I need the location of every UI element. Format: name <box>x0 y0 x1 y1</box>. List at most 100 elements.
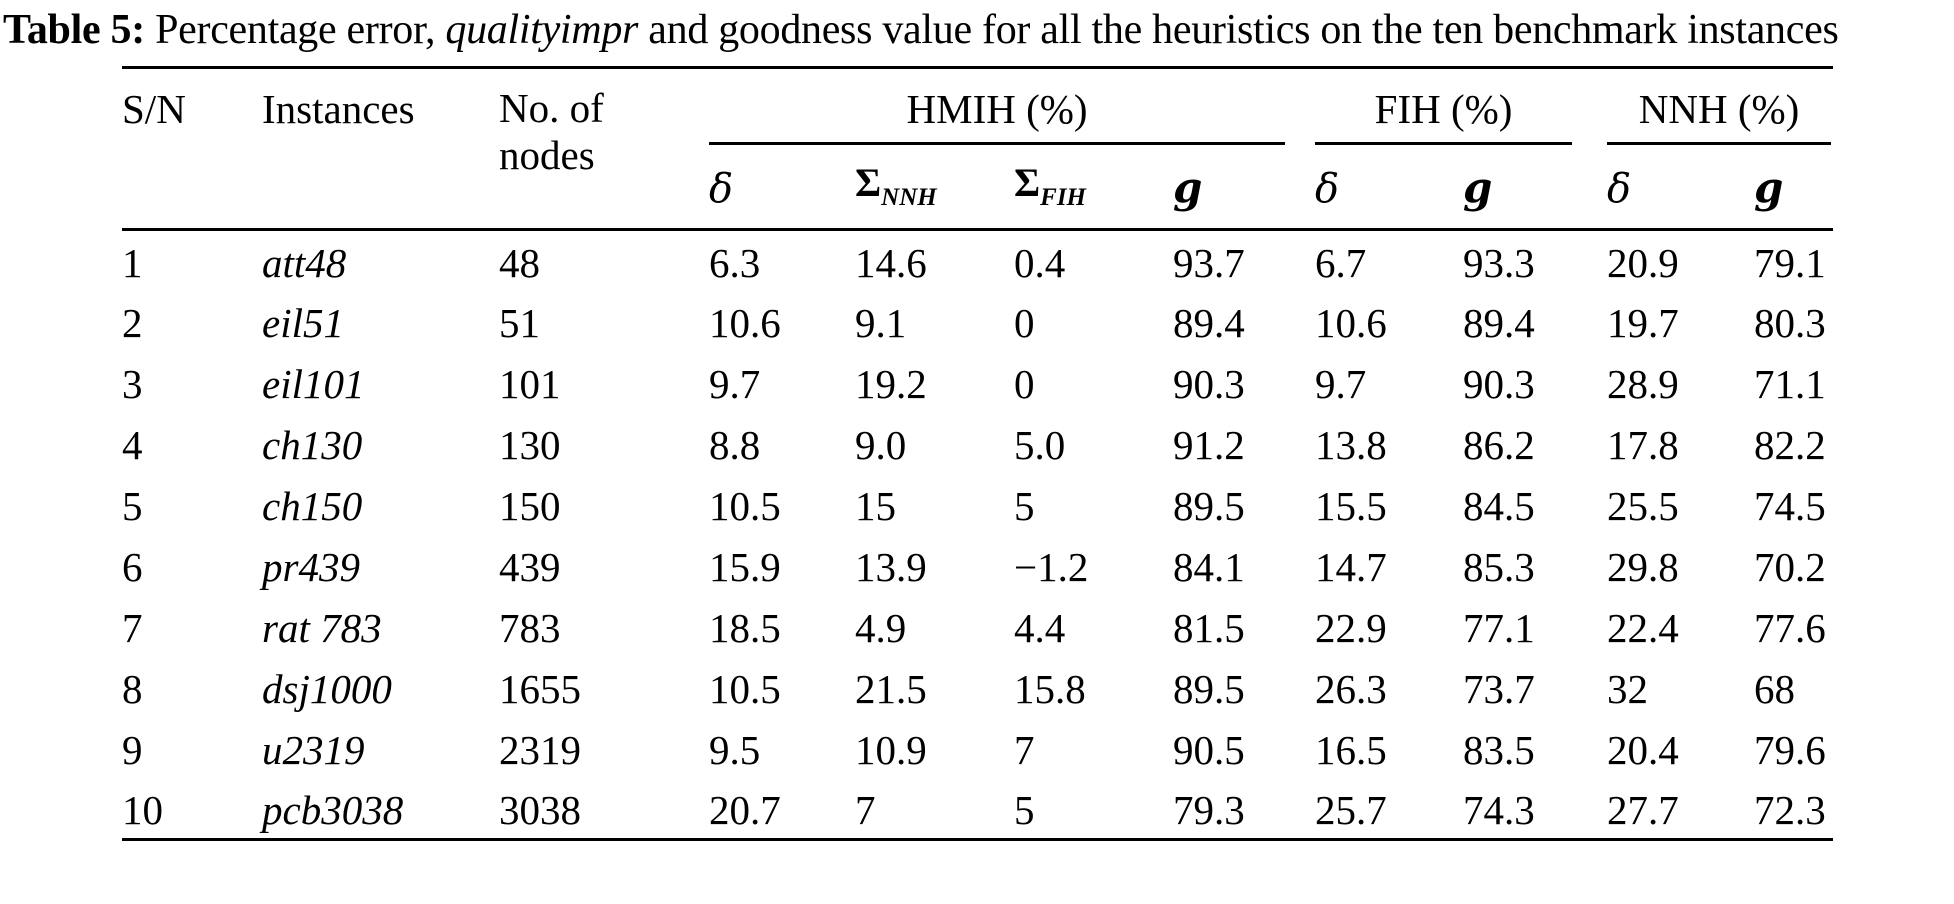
sigma-nnh-subscript: NNH <box>881 184 937 211</box>
cell-fih-delta: 14.7 <box>1315 544 1387 590</box>
delta-symbol: δ <box>709 166 734 212</box>
cell-hmih-sigma-fih: 0 <box>1014 300 1035 346</box>
cell-hmih-goodness: 91.2 <box>1173 422 1245 468</box>
table-header: S/N Instances No. of nodes HMIH (%) FIH … <box>122 67 1833 231</box>
table-row: 9 u2319 2319 9.5 10.9 7 90.5 16.5 83.5 2… <box>122 718 1833 779</box>
cell-hmih-sigma-nnh: 10.9 <box>855 727 927 773</box>
table-row: 10 pcb3038 3038 20.7 7 5 79.3 25.7 74.3 … <box>122 778 1833 841</box>
nodes-label-line1: No. of <box>499 85 604 131</box>
cell-hmih-delta: 6.3 <box>709 239 761 286</box>
cell-nnh-delta: 22.4 <box>1607 605 1679 651</box>
cell-sn: 4 <box>122 422 143 468</box>
cell-fih-goodness: 90.3 <box>1463 361 1535 407</box>
cell-nnh-goodness: 72.3 <box>1754 778 1833 841</box>
cell-hmih-sigma-fih: 15.8 <box>1014 666 1086 712</box>
cell-nodes: 3038 <box>499 778 709 841</box>
cell-nodes: 2319 <box>499 727 581 773</box>
cell-hmih-delta: 9.7 <box>709 361 761 407</box>
sigma-symbol: Σ <box>855 160 882 205</box>
cell-hmih-sigma-fih: 4.4 <box>1014 605 1066 651</box>
cell-nodes: 783 <box>499 605 561 651</box>
cell-hmih-delta: 15.9 <box>709 544 781 590</box>
col-header-sn: S/N <box>122 67 262 231</box>
results-table: S/N Instances No. of nodes HMIH (%) FIH … <box>122 66 1833 841</box>
cell-nnh-delta: 19.7 <box>1607 300 1679 346</box>
cell-fih-goodness: 73.7 <box>1463 666 1535 712</box>
hmih-sigma-fih-header: ΣFIH <box>1014 147 1173 231</box>
cell-nnh-goodness: 71.1 <box>1754 361 1826 407</box>
hmih-goodness-header: g <box>1173 147 1316 231</box>
cell-hmih-sigma-nnh: 7 <box>855 778 1014 841</box>
cell-instance: u2319 <box>262 727 365 773</box>
cell-hmih-sigma-nnh: 13.9 <box>855 544 927 590</box>
cell-instance: eil101 <box>262 361 365 407</box>
cell-hmih-delta: 10.5 <box>709 483 781 529</box>
cell-nnh-delta: 17.8 <box>1607 422 1679 468</box>
cell-hmih-goodness: 89.4 <box>1173 300 1245 346</box>
fih-goodness-header: g <box>1463 147 1608 231</box>
cell-nnh-delta: 25.5 <box>1607 483 1679 529</box>
table-caption: Table 5: Percentage error, qualityimpr a… <box>0 0 1948 57</box>
cell-fih-goodness: 86.2 <box>1463 422 1535 468</box>
cell-sn: 1 <box>122 239 143 286</box>
cell-hmih-sigma-nnh: 9.1 <box>855 300 907 346</box>
cell-hmih-delta: 9.5 <box>709 727 761 773</box>
group-header-fih: FIH (%) <box>1315 68 1607 148</box>
cell-fih-delta: 13.8 <box>1315 422 1387 468</box>
sigma-symbol: Σ <box>1014 160 1041 205</box>
cell-nodes: 150 <box>499 483 561 529</box>
cell-fih-goodness: 89.4 <box>1463 300 1535 346</box>
caption-tag: Table 5: <box>3 7 145 53</box>
cell-instance: ch130 <box>262 422 363 468</box>
cell-fih-goodness: 74.3 <box>1463 778 1608 841</box>
cell-hmih-sigma-nnh: 15 <box>855 483 896 529</box>
cell-hmih-goodness: 89.5 <box>1173 666 1245 712</box>
cell-hmih-sigma-nnh: 4.9 <box>855 605 907 651</box>
cell-nnh-goodness: 68 <box>1754 666 1796 712</box>
cell-hmih-goodness: 90.3 <box>1173 361 1245 407</box>
cell-nodes: 130 <box>499 422 561 468</box>
nnh-goodness-header: g <box>1754 147 1833 231</box>
cell-nnh-delta: 20.9 <box>1607 239 1679 286</box>
cell-instance: pcb3038 <box>262 778 499 841</box>
cell-instance: ch150 <box>262 483 363 529</box>
cell-nnh-goodness: 79.1 <box>1754 239 1826 286</box>
cell-sn: 6 <box>122 544 143 590</box>
cell-sn: 9 <box>122 727 143 773</box>
cell-hmih-sigma-nnh: 21.5 <box>855 666 927 712</box>
hmih-delta-header: δ <box>709 147 855 231</box>
col-header-instances: Instances <box>262 67 499 231</box>
cell-hmih-sigma-fih: 0 <box>1014 361 1035 407</box>
cell-fih-goodness: 85.3 <box>1463 544 1535 590</box>
cell-instance: att48 <box>262 239 347 286</box>
cell-fih-goodness: 77.1 <box>1463 605 1535 651</box>
cell-fih-goodness: 93.3 <box>1463 239 1535 286</box>
header-row-symbols: δ ΣNNH ΣFIH g δ g δ g <box>122 147 1833 231</box>
cell-hmih-sigma-fih: 5 <box>1014 483 1035 529</box>
cell-hmih-goodness: 90.5 <box>1173 727 1245 773</box>
cell-hmih-sigma-nnh: 14.6 <box>855 239 927 286</box>
delta-symbol: δ <box>1315 166 1340 212</box>
cell-nnh-delta: 29.8 <box>1607 544 1679 590</box>
cell-nnh-delta: 28.9 <box>1607 361 1679 407</box>
fih-delta-header: δ <box>1315 147 1464 231</box>
group-header-nnh: NNH (%) <box>1607 68 1833 148</box>
cell-hmih-delta: 10.5 <box>709 666 781 712</box>
cell-instance: pr439 <box>262 544 360 590</box>
caption-text-2: and goodness value for all the heuristic… <box>638 7 1839 53</box>
cell-fih-goodness: 84.5 <box>1463 483 1535 529</box>
cell-hmih-goodness: 84.1 <box>1173 544 1245 590</box>
caption-text-1: Percentage error, <box>144 7 446 53</box>
cell-nnh-goodness: 74.5 <box>1754 483 1826 529</box>
table-row: 7 rat 783 783 18.5 4.9 4.4 81.5 22.9 77.… <box>122 596 1833 657</box>
cell-nodes: 48 <box>499 239 540 286</box>
cell-hmih-delta: 20.7 <box>709 778 855 841</box>
cell-nnh-goodness: 79.6 <box>1754 727 1826 773</box>
group-header-hmih: HMIH (%) <box>709 68 1315 148</box>
cell-hmih-goodness: 89.5 <box>1173 483 1245 529</box>
cell-fih-delta: 6.7 <box>1315 239 1367 286</box>
table-row: 5 ch150 150 10.5 15 5 89.5 15.5 84.5 25.… <box>122 474 1833 535</box>
cell-fih-delta: 16.5 <box>1315 727 1387 773</box>
sigma-fih-subscript: FIH <box>1040 184 1087 211</box>
table-row: 3 eil101 101 9.7 19.2 0 90.3 9.7 90.3 28… <box>122 352 1833 413</box>
